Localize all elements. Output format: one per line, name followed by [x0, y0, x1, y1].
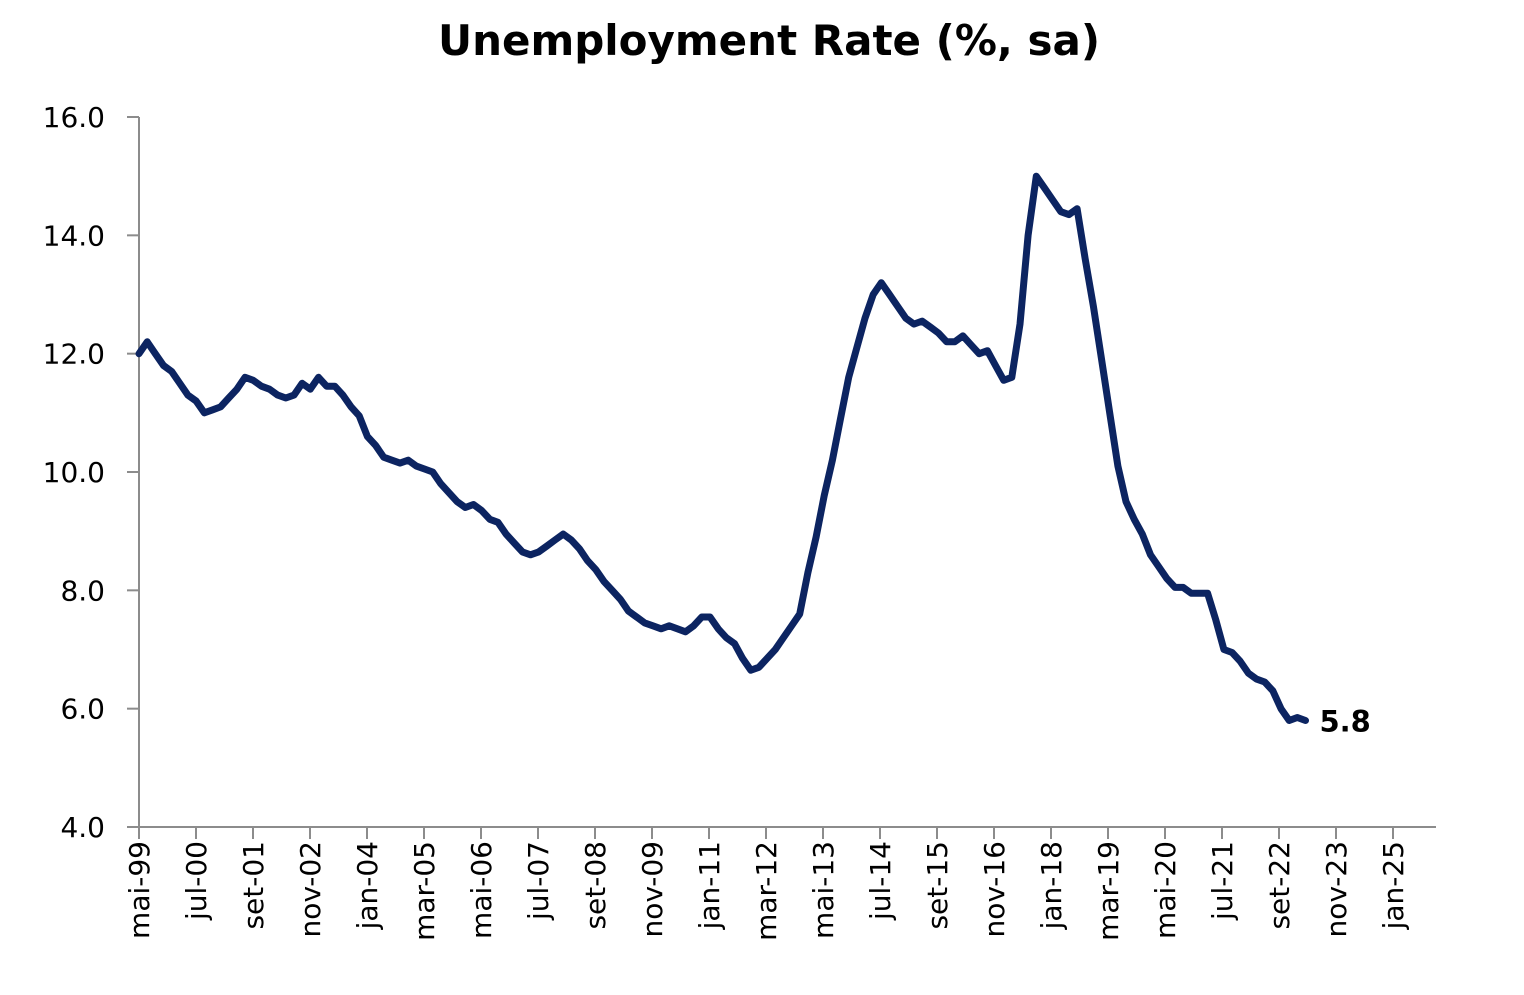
x-tick-label: jan-04 [351, 841, 384, 930]
x-tick-label: nov-02 [294, 841, 327, 937]
x-tick-label: set-01 [237, 841, 270, 930]
x-tick-label: set-15 [921, 841, 954, 930]
x-tick-label: mar-05 [408, 841, 441, 941]
x-tick-label: set-08 [579, 841, 612, 930]
chart-title: Unemployment Rate (%, sa) [437, 16, 1101, 65]
x-tick-label: mai-06 [465, 841, 498, 939]
x-tick-label: mai-99 [123, 841, 156, 939]
y-tick-label: 8.0 [60, 574, 105, 607]
series-group: 5.8 [135, 172, 1371, 739]
x-tick-label: nov-09 [636, 841, 669, 937]
chart-axes [138, 117, 1436, 828]
y-tick-label: 14.0 [43, 219, 105, 252]
y-tick-label: 12.0 [43, 338, 105, 371]
x-tick-label: jul-14 [864, 841, 897, 921]
x-tick-label: jan-25 [1377, 841, 1410, 930]
x-tick-label: mar-12 [750, 841, 783, 941]
x-tick-label: mar-19 [1092, 841, 1125, 941]
last-value-label: 5.8 [1319, 705, 1370, 739]
y-axis: 4.0 6.0 8.0 10.0 12.0 14.0 16.0 [43, 101, 139, 844]
x-tick-label: jan-11 [693, 841, 726, 930]
x-tick-label: nov-16 [978, 841, 1011, 937]
x-tick-label: nov-23 [1320, 841, 1353, 937]
y-tick-label: 16.0 [43, 101, 105, 134]
x-tick-label: set-22 [1263, 841, 1296, 930]
y-tick-label: 4.0 [60, 811, 105, 844]
x-tick-label: jan-18 [1035, 841, 1068, 930]
y-tick-label: 6.0 [60, 693, 105, 726]
x-axis: mai-99 jul-00 set-01 nov-02 jan-04 mar-05 mai-… [123, 827, 1410, 941]
x-tick-label: mai-20 [1149, 841, 1182, 939]
y-tick-label: 10.0 [43, 456, 105, 489]
x-tick-label: jul-00 [180, 841, 213, 921]
x-tick-label: jul-21 [1206, 841, 1239, 921]
x-tick-label: mai-13 [807, 841, 840, 939]
x-tick-label: jul-07 [522, 841, 555, 921]
unemployment-rate-line [135, 172, 1309, 724]
